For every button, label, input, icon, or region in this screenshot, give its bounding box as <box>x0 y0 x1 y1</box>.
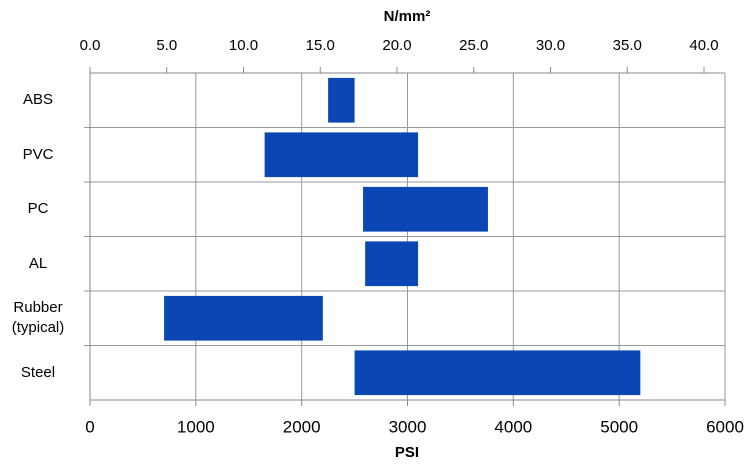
top-axis-title: N/mm² <box>384 8 431 25</box>
x-tick-label: 1000 <box>177 417 215 436</box>
bar <box>328 77 355 123</box>
bar <box>164 295 323 341</box>
category-label: Steel <box>20 363 56 381</box>
category-label: Rubber (typical) <box>11 299 65 337</box>
x2-tick-label: 10.0 <box>229 37 258 54</box>
x-tick-label: 4000 <box>494 417 532 436</box>
x2-tick-label: 30.0 <box>536 37 565 54</box>
x-tick-label: 5000 <box>600 417 638 436</box>
bar <box>365 241 419 287</box>
x-tick-label: 3000 <box>389 417 427 436</box>
x2-tick-label: 15.0 <box>306 37 335 54</box>
category-label: PC <box>27 200 49 218</box>
x2-tick-label: 25.0 <box>459 37 488 54</box>
bar <box>363 186 488 232</box>
x-tick-label: 0 <box>85 417 94 436</box>
x2-tick-label: 0.0 <box>80 37 101 54</box>
x2-tick-label: 5.0 <box>156 37 177 54</box>
x-tick-label: 2000 <box>283 417 321 436</box>
category-label: PVC <box>22 145 54 163</box>
bar <box>264 132 419 178</box>
category-label: ABS <box>22 91 53 109</box>
x2-tick-label: 20.0 <box>382 37 411 54</box>
bar <box>354 350 641 396</box>
category-label: AL <box>28 254 48 272</box>
x2-tick-label: 40.0 <box>689 37 718 54</box>
x-axis-title: PSI <box>395 444 419 461</box>
x2-tick-label: 35.0 <box>613 37 642 54</box>
x-tick-label: 6000 <box>706 417 744 436</box>
